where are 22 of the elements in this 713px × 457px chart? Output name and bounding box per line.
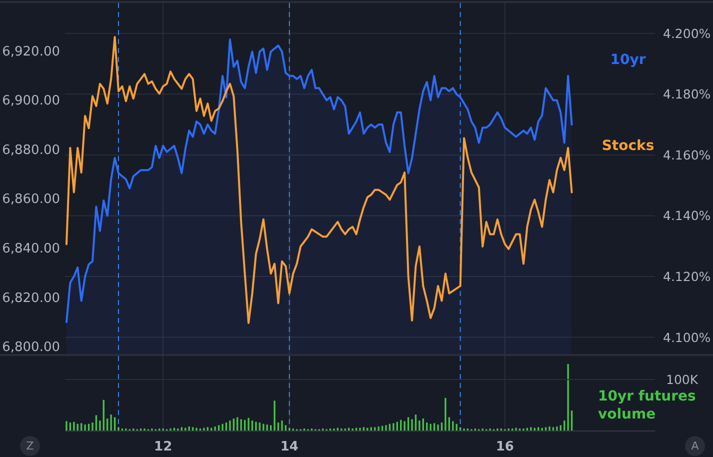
x-tick-label: 14: [280, 440, 298, 454]
text: 100K: [666, 372, 699, 387]
round-button: A: [685, 436, 705, 456]
y-tick-label: 6,920.00: [2, 44, 60, 60]
x-tick-label: 16: [496, 440, 514, 454]
y2-tick-label: 4.100%: [663, 330, 711, 345]
y-tick-label: 6,820.00: [2, 290, 60, 306]
y-tick-label: 6,880.00: [2, 142, 60, 158]
y2-tick-label: 4.180%: [663, 86, 711, 102]
series-label: 10yr futures volume: [598, 388, 696, 422]
y-tick-label: 6,800.00: [2, 340, 60, 356]
y-tick-label: 6,900.00: [2, 94, 60, 109]
y-tick-label: 6,860.00: [2, 192, 60, 208]
y2-tick-label: 4.140%: [663, 208, 711, 224]
round-button: Z: [20, 436, 40, 456]
y2-tick-label: 4.120%: [663, 269, 711, 284]
y-tick-label: 6,840.00: [2, 241, 60, 256]
text: 10yr: [610, 52, 646, 68]
y2-tick-label: 4.160%: [663, 147, 711, 162]
y2-tick-label: 4.200%: [663, 26, 711, 41]
text: Stocks: [602, 138, 654, 154]
x-tick-label: 12: [154, 440, 172, 454]
